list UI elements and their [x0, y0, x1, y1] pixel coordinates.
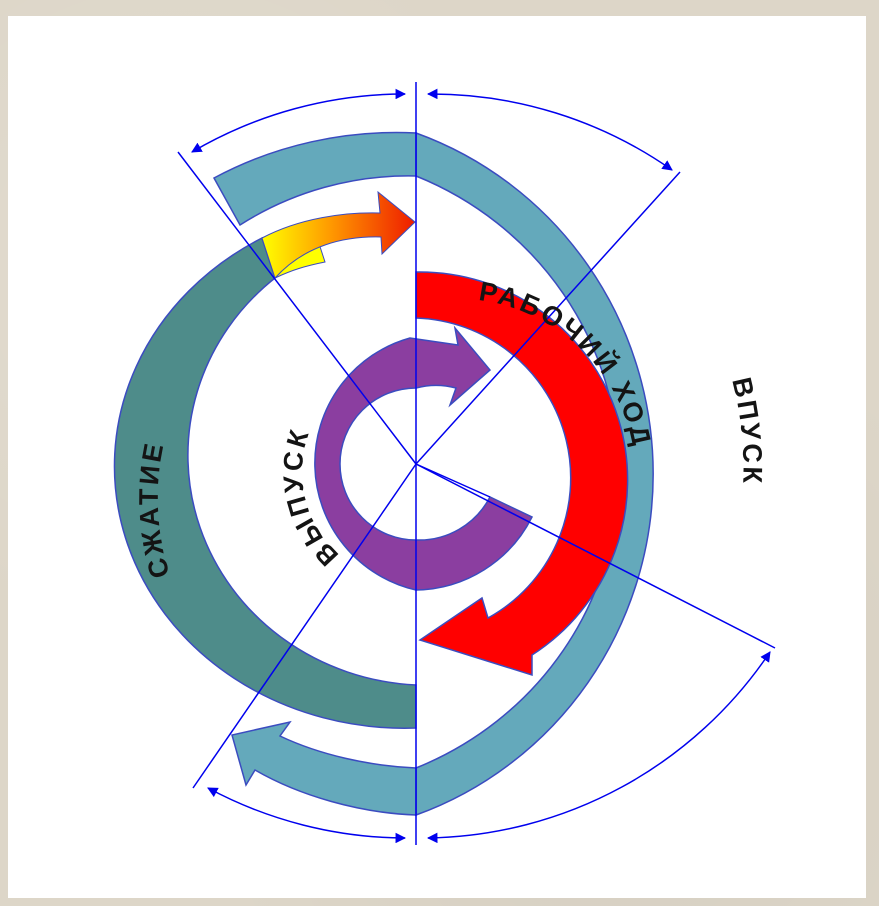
short-radius-line [415, 463, 491, 498]
intake-ring-bottom-left [231, 720, 417, 816]
diagonal-intake-line [415, 171, 681, 465]
arc-bottom-right [426, 651, 771, 844]
exhaust-ring [314, 325, 534, 591]
arc-top-left [191, 88, 407, 153]
diagonal-tdc-line [177, 151, 417, 465]
intake-ring-band [415, 131, 654, 817]
intake-label: ВПУСК [726, 375, 767, 487]
dimension-arcs [191, 88, 771, 844]
compression-ring [113, 236, 417, 729]
diagonal-exhaust-line [192, 463, 417, 789]
diagonal-power-line [415, 463, 776, 649]
guide-lines [177, 82, 776, 845]
arc-bottom-left [207, 787, 407, 844]
ignition-arrow [261, 190, 416, 279]
arc-top-right [426, 88, 673, 171]
